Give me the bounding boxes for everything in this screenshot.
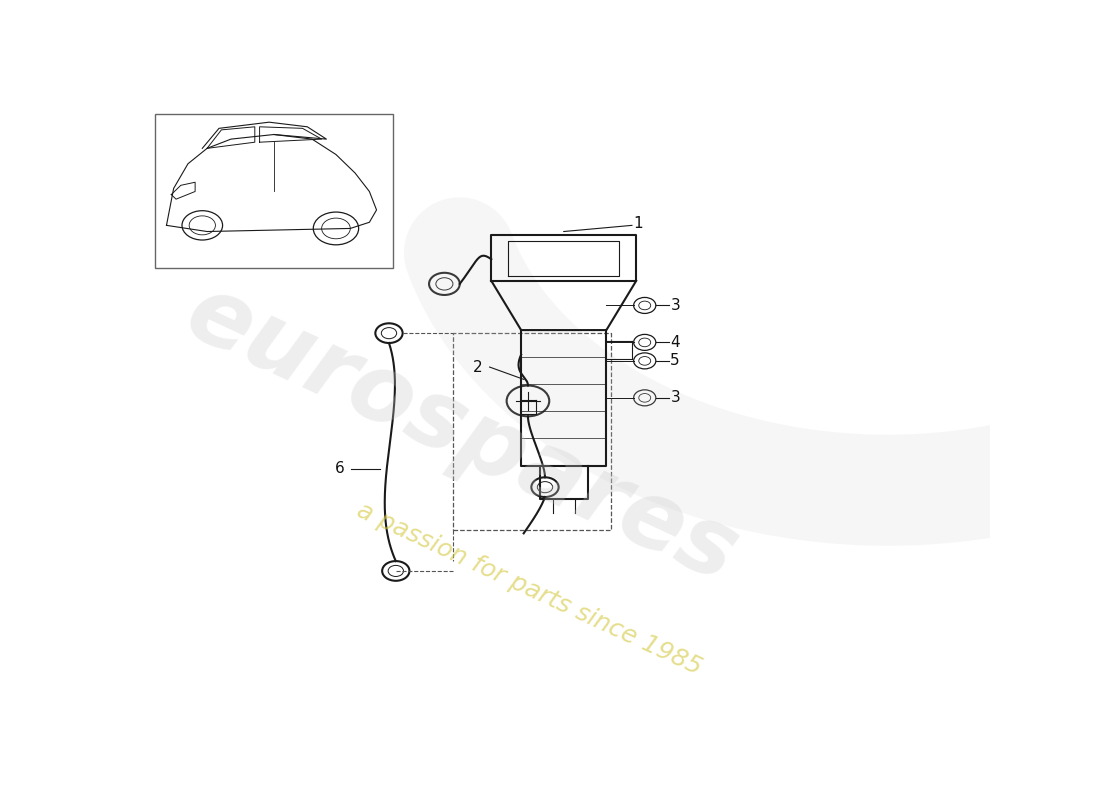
Text: 2: 2 (473, 359, 482, 374)
Text: 4: 4 (670, 335, 680, 350)
Text: 3: 3 (670, 390, 680, 406)
Text: a passion for parts since 1985: a passion for parts since 1985 (353, 498, 706, 679)
Text: 6: 6 (336, 461, 345, 476)
Text: 3: 3 (670, 298, 680, 313)
Bar (453, 333, 610, 530)
Text: 1: 1 (634, 216, 643, 231)
Text: 5: 5 (670, 354, 680, 368)
Bar (154, 114, 394, 269)
Text: eurospares: eurospares (172, 267, 751, 602)
